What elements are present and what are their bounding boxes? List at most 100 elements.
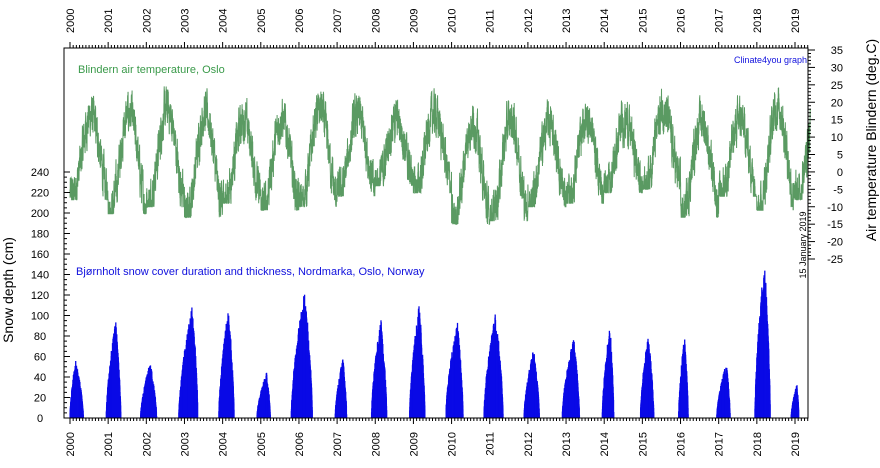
top-x-axis: 2000 2001 2002 2003 2004 2005 2006 2007 2008 2009… [65,9,809,48]
snow-y-tick-label: 160 [31,249,49,261]
snow-season [290,294,313,418]
x-tick-label-bottom: 2017 [714,432,726,456]
temperature-y-tick-label: -5 [833,184,843,196]
temperature-y-tick-label: -15 [827,219,843,231]
temperature-y-tick-label: 15 [831,115,843,127]
x-tick-label-bottom: 2019 [790,432,802,456]
snow-y-tick-label: 240 [31,167,49,179]
chart-credit: Clinate4you graph [734,55,807,65]
snow-season [256,372,271,418]
temperature-y-axis-title: Air temperature Blindern (deg.C) [863,39,879,241]
temperature-y-tick-label: -20 [827,237,843,249]
snow-y-tick-label: 200 [31,208,49,220]
x-tick-label-bottom: 2018 [752,432,764,456]
snow-y-tick-label: 80 [34,331,46,343]
snow-y-tick-label: 40 [34,372,46,384]
x-tick-label-top: 2000 [65,9,77,33]
temperature-y-tick-label: 5 [837,150,843,162]
snow-season [334,359,348,418]
x-tick-label-top: 2009 [408,9,420,33]
x-tick-label-bottom: 2011 [485,432,497,456]
x-tick-label-top: 2016 [676,9,688,33]
snow-y-tick-label: 100 [31,311,49,323]
x-tick-label-bottom: 2005 [256,432,268,456]
x-tick-label-bottom: 2000 [65,432,77,456]
snow-y-axis-title: Snow depth (cm) [0,237,16,343]
snow-season [69,361,84,418]
x-tick-label-top: 2005 [256,9,268,33]
temperature-y-tick-label: 25 [831,80,843,92]
x-tick-label-top: 2012 [523,9,535,33]
x-tick-label-top: 2019 [790,9,802,33]
x-tick-label-top: 2011 [485,9,497,33]
x-tick-label-top: 2003 [179,9,191,33]
x-tick-label-top: 2001 [103,9,115,33]
snow-y-tick-label: 140 [31,270,49,282]
snow-season [218,313,235,418]
snow-season [678,339,689,418]
temperature-y-tick-label: 0 [837,167,843,179]
snow-season [105,322,122,418]
x-tick-label-bottom: 2014 [599,432,611,456]
x-tick-label-top: 2007 [332,9,344,33]
bottom-x-axis: 2000 2001 2002 2003 2004 2005 2006 2007 2008 2009… [65,418,809,456]
temperature-series [69,86,811,225]
snow-season [601,330,615,418]
snow-season [370,320,388,418]
snow-series [69,270,800,418]
temperature-y-tick-label: 30 [831,62,843,74]
x-tick-label-bottom: 2010 [447,432,459,456]
x-tick-label-bottom: 2016 [676,432,688,456]
snow-season [790,385,800,418]
snow-y-tick-label: 180 [31,229,49,241]
x-tick-label-bottom: 2015 [637,432,649,456]
snow-season [483,314,504,418]
x-tick-label-bottom: 2008 [370,432,382,456]
x-tick-label-bottom: 2004 [218,432,230,456]
x-tick-label-top: 2008 [370,9,382,33]
snow-season [754,270,771,418]
snow-season [716,367,731,418]
snow-y-tick-label: 120 [31,290,49,302]
temperature-y-tick-label: -25 [827,254,843,266]
snow-y-tick-label: 60 [34,352,46,364]
temperature-y-tick-label: 35 [831,45,843,57]
temperature-y-tick-label: 20 [831,97,843,109]
x-tick-label-bottom: 2006 [294,432,306,456]
x-tick-label-top: 2004 [218,9,230,33]
x-tick-label-top: 2015 [637,9,649,33]
x-tick-label-top: 2010 [447,9,459,33]
temperature-y-axis: 35 30 25 20 15 10 5 0 -5 -10 -15 -20 -25 [808,45,843,266]
x-tick-label-top: 2002 [141,9,153,33]
temperature-y-tick-label: -10 [827,202,843,214]
snow-season [140,365,158,418]
snow-y-tick-label: 220 [31,188,49,200]
snow-season [409,306,426,418]
temperature-line [69,86,811,225]
x-tick-label-top: 2006 [294,9,306,33]
snow-season [561,340,581,418]
x-tick-label-bottom: 2001 [103,432,115,456]
x-tick-label-bottom: 2007 [332,432,344,456]
snow-season [639,338,655,418]
temperature-y-tick-label: 10 [831,132,843,144]
x-tick-label-top: 2017 [714,9,726,33]
snow-season [445,322,464,418]
snow-panel-title: Bjørnholt snow cover duration and thickn… [76,266,425,278]
x-tick-label-top: 2018 [752,9,764,33]
x-tick-label-bottom: 2012 [523,432,535,456]
temperature-panel-title: Blindern air temperature, Oslo [78,64,225,76]
snow-season [523,352,540,418]
snow-y-tick-label: 20 [34,393,46,405]
x-tick-label-bottom: 2002 [141,432,153,456]
date-note: 15 January 2019 [798,211,808,278]
x-tick-label-top: 2013 [561,9,573,33]
x-tick-label-bottom: 2013 [561,432,573,456]
snow-y-tick-label: 0 [37,413,43,425]
snow-season [178,307,199,418]
x-tick-label-top: 2014 [599,9,611,33]
x-tick-label-bottom: 2003 [179,432,191,456]
x-tick-label-bottom: 2009 [408,432,420,456]
